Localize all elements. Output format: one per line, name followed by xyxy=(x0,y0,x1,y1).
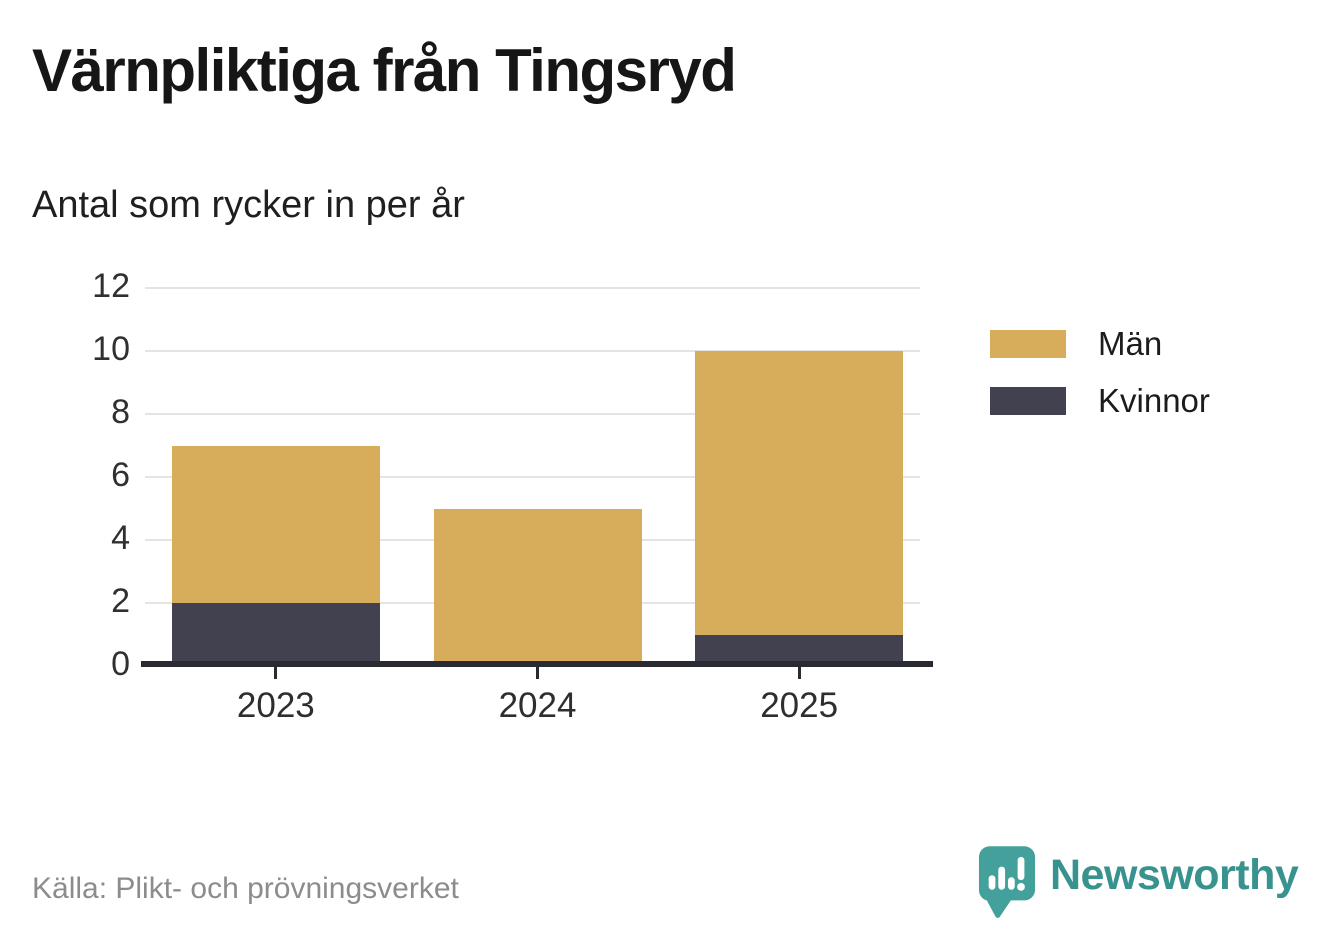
legend-row: Kvinnor xyxy=(990,382,1210,419)
legend-row: Män xyxy=(990,325,1210,362)
x-axis-tick xyxy=(274,667,278,679)
x-axis-tick-label: 2023 xyxy=(236,686,315,725)
bar-segment-kvinnor-2023 xyxy=(171,603,380,666)
x-axis-tick xyxy=(797,667,801,679)
source-note: Källa: Plikt- och prövningsverket xyxy=(32,872,459,905)
chart-subtitle: Antal som rycker in per år xyxy=(32,184,465,226)
bar-segment-man-2025 xyxy=(695,351,904,635)
brand-lockup: Newsworthy xyxy=(978,845,1299,926)
x-axis-tick-label: 2025 xyxy=(760,686,839,725)
x-axis-line xyxy=(141,661,933,667)
brand-name: Newsworthy xyxy=(1050,851,1299,899)
gridline-y-6 xyxy=(145,476,920,478)
chart-title: Värnpliktiga från Tingsryd xyxy=(32,37,737,104)
x-axis-tick xyxy=(536,667,539,679)
legend: Män Kvinnor xyxy=(990,325,1210,444)
gridline-y-10 xyxy=(145,350,920,352)
y-axis-tick-label: 6 xyxy=(111,456,130,494)
newsworthy-chart-bubble-icon xyxy=(978,845,1036,926)
x-axis-tick-label: 2024 xyxy=(498,686,577,725)
gridline-y-12 xyxy=(145,287,920,289)
bar-segment-kvinnor-2025 xyxy=(695,634,904,666)
legend-label: Män xyxy=(1098,325,1163,362)
legend-swatch-icon xyxy=(990,387,1066,415)
y-axis-tick-label: 10 xyxy=(92,330,130,368)
bar-segment-man-2023 xyxy=(171,445,380,603)
y-axis-tick-label: 4 xyxy=(111,519,130,557)
legend-label: Kvinnor xyxy=(1098,382,1210,419)
plot-area: 2023 2024 2025 xyxy=(141,287,933,725)
gridline-y-8 xyxy=(145,413,920,415)
legend-swatch-icon xyxy=(990,330,1066,358)
y-axis-tick-label: 2 xyxy=(111,582,130,620)
y-axis-tick-label: 8 xyxy=(111,393,130,431)
y-axis-tick-label: 12 xyxy=(92,267,130,305)
y-axis-tick-label: 0 xyxy=(111,645,130,683)
bar-segment-man-2024 xyxy=(433,508,642,666)
